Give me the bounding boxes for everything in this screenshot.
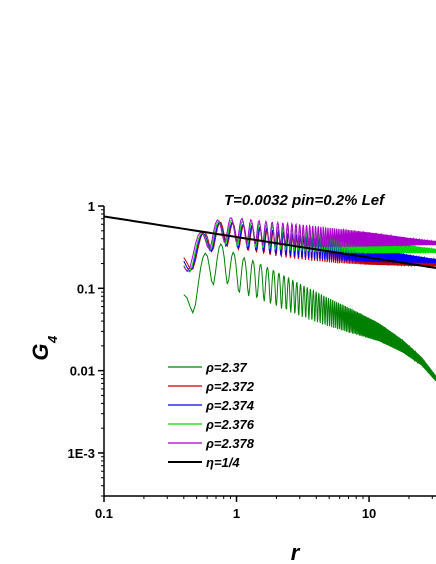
chart-title: T=0.0032 pin=0.2% Lef — [224, 192, 386, 209]
legend-entry: η=1/4 — [206, 455, 240, 470]
series-line-4 — [183, 217, 436, 272]
series-line-eta — [103, 215, 436, 269]
series-line-0 — [183, 242, 436, 382]
legend-entry: ρ=2.37 — [205, 360, 248, 375]
y-tick-label: 0.01 — [70, 364, 95, 379]
legend-entry: ρ=2.372 — [205, 379, 255, 394]
y-axis-label: G 4 — [28, 335, 60, 361]
y-tick-label: 0.1 — [77, 281, 95, 296]
y-tick-label: 1 — [88, 199, 95, 214]
plot-area: 0.1 1 10 1 0.1 0.01 1E-3 — [68, 199, 436, 521]
legend: ρ=2.37 ρ=2.372 ρ=2.374 ρ=2.376 ρ=2.378 η=1/4 — [168, 360, 255, 470]
x-axis-label: r — [291, 540, 301, 564]
x-tick-label: 0.1 — [95, 506, 113, 521]
legend-entry: ρ=2.376 — [205, 417, 255, 432]
legend-entry: ρ=2.374 — [205, 398, 255, 413]
x-tick-label: 1 — [233, 506, 240, 521]
y-axis-label-subscript: 4 — [45, 335, 60, 344]
legend-entry: ρ=2.378 — [205, 436, 255, 451]
x-tick-label: 10 — [362, 506, 376, 521]
y-tick-label: 1E-3 — [68, 446, 95, 461]
y-axis-label-main: G — [28, 343, 53, 360]
